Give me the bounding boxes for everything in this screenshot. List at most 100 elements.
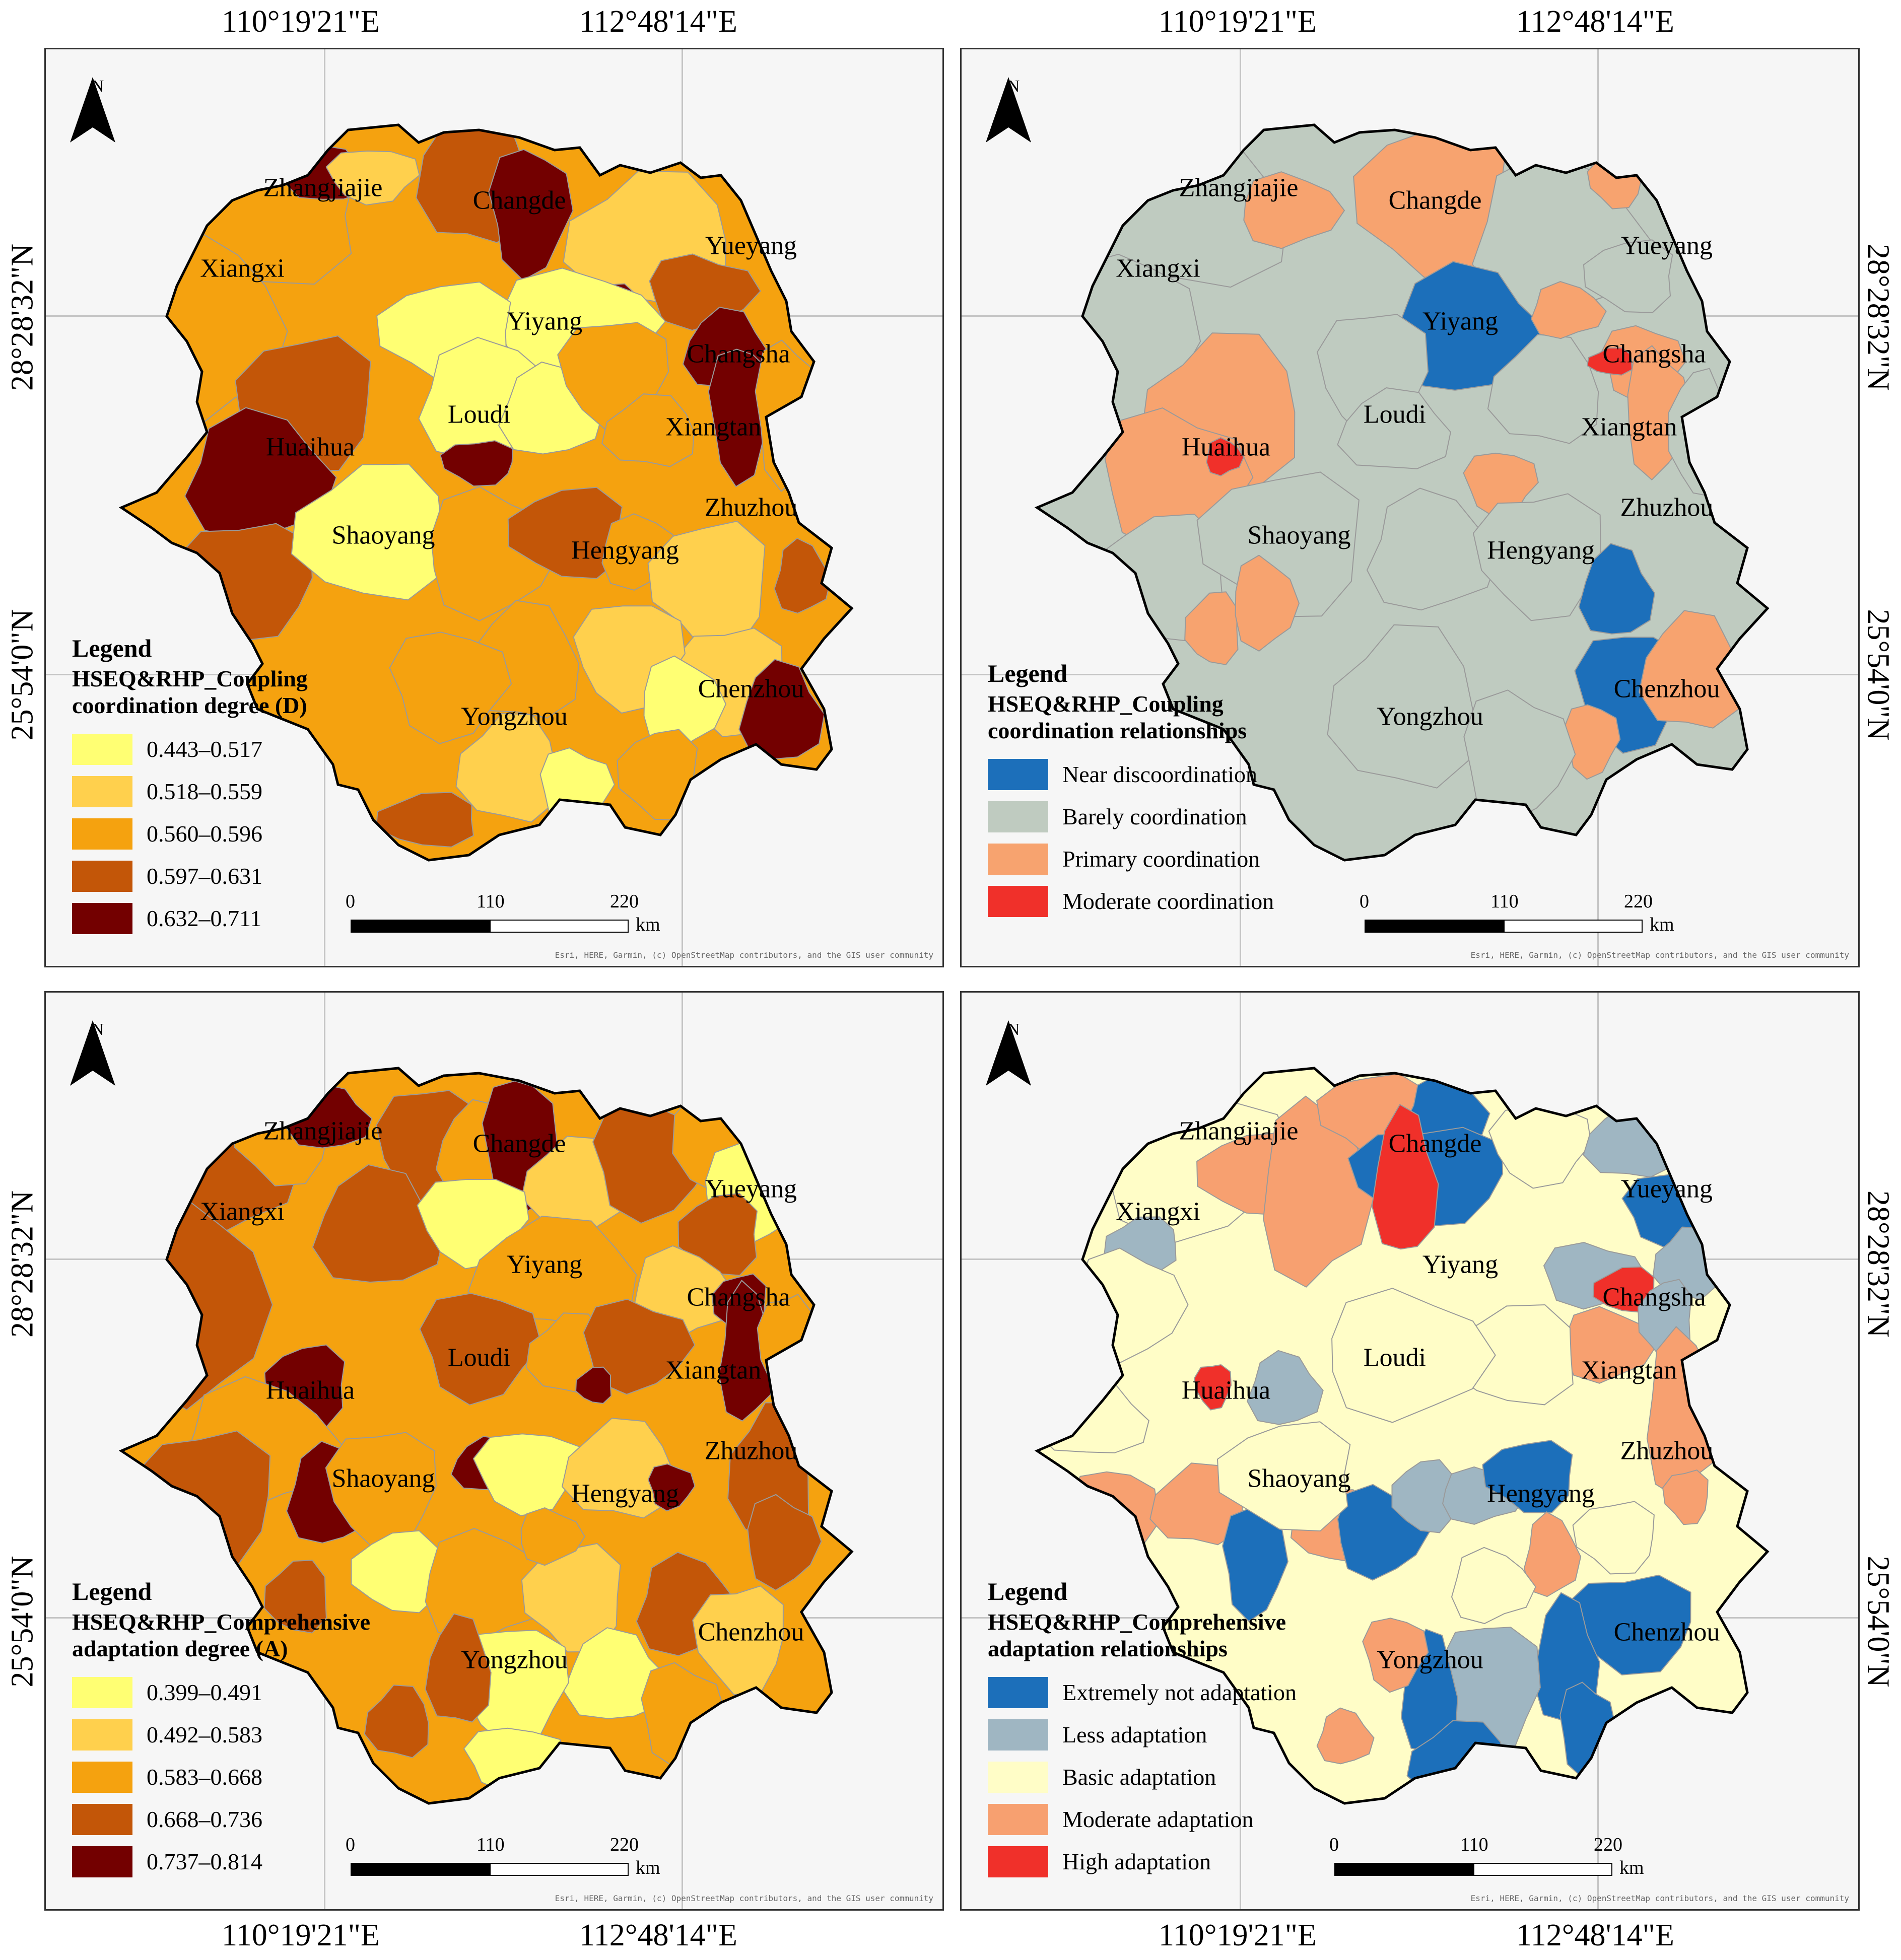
legend-items: Near discoordination Barely coordination P… [988,753,1274,923]
county-region [1482,1440,1573,1513]
lon-label-top-left: 110°19'21"E [222,5,380,39]
scale-tick-0: 0 [1360,891,1369,912]
city-label-shaoyang: Shaoyang [331,521,435,550]
city-label-xiangtan: Xiangtan [1581,412,1677,442]
legend-subtitle-1: HSEQ&RHP_Coupling [988,691,1224,717]
city-label-xiangxi: Xiangxi [200,254,285,283]
county-region [389,632,512,744]
legend-item: Moderate coordination [988,880,1274,923]
county-region [440,440,513,487]
county-region [325,150,420,206]
city-label-changde: Changde [1388,1129,1482,1158]
scale-tick-220: 220 [1624,891,1653,912]
county-region [1530,281,1607,339]
county-region [1523,1511,1582,1597]
legend-subtitle-1: HSEQ&RHP_Comprehensive [988,1609,1286,1635]
lat-label-right-top-2: 28°28'32"N [1861,1190,1895,1338]
county-region [677,1193,758,1276]
legend-label: 0.668–0.736 [147,1806,262,1833]
legend-item: High adaptation [988,1841,1297,1883]
city-label-shaoyang: Shaoyang [331,1464,435,1493]
legend-swatch [72,1761,132,1793]
county-region [718,1280,777,1422]
county-region [351,1530,439,1614]
city-label-yongzhou: Yongzhou [461,702,568,731]
city-label-zhuzhou: Zhuzhou [1620,1436,1714,1465]
city-label-changde: Changde [472,186,566,215]
city-label-loudi: Loudi [447,1343,511,1372]
legend-subtitle-2: coordination degree (D) [72,692,307,718]
lon-label-top-right-2: 112°48'14"E [1516,5,1674,39]
city-label-changde: Changde [472,1129,566,1158]
map-attribution: Esri, HERE, Garmin, (c) OpenStreetMap co… [1470,950,1849,960]
lat-label-left-top-2: 28°28'32"N [5,1190,40,1338]
province-boundary [118,123,854,862]
north-arrow: N [70,1020,125,1086]
city-label-zhangjiajie: Zhangjiajie [1179,173,1299,202]
legend-label: Less adaptation [1062,1722,1207,1748]
county-region [455,713,557,823]
city-label-hengyang: Hengyang [571,536,679,565]
county-region [583,1298,696,1395]
county-region [291,463,444,601]
north-arrow-icon [70,1020,115,1086]
city-label-hengyang: Hengyang [1487,1479,1595,1508]
city-label-zhangjiajie: Zhangjiajie [263,1116,383,1146]
city-label-huaihua: Huaihua [1181,1376,1271,1405]
city-label-loudi: Loudi [1363,1343,1427,1372]
city-label-huaihua: Huaihua [265,1376,355,1405]
legend-label: 0.583–0.668 [147,1764,262,1790]
north-arrow-icon [986,1020,1031,1086]
legend-label: Barely coordination [1062,804,1247,830]
scale-tick-110: 110 [477,891,505,912]
county-region [1487,334,1599,444]
county-region [1366,487,1500,611]
county-region [1587,347,1633,376]
hunan-map [118,1067,854,1805]
county-region [507,486,623,579]
city-label-yueyang: Yueyang [705,1174,797,1204]
legend-item: Basic adaptation [988,1756,1297,1798]
scale-tick-220: 220 [1594,1834,1622,1855]
scale-tick-0: 0 [346,1834,355,1855]
county-region [601,393,695,467]
legend-label: Moderate adaptation [1062,1806,1254,1833]
lon-label-bottom-left-2: 110°19'21"E [1159,1918,1317,1952]
legend-items: Extremely not adaptation Less adaptation B… [988,1671,1297,1883]
county-region [1235,554,1300,652]
legend-label: 0.492–0.583 [147,1722,262,1748]
north-arrow: N [986,1020,1041,1086]
city-label-zhuzhou: Zhuzhou [704,1436,798,1465]
city-label-changsha: Changsha [1602,1283,1706,1312]
legend-swatch [72,902,132,934]
scale-unit: km [636,914,660,935]
legend-items: 0.399–0.491 0.492–0.583 0.583–0.668 0.668–0… [72,1671,370,1883]
county-region [375,792,474,848]
county-region [738,659,825,759]
county-region [472,1433,586,1516]
city-label-xiangxi: Xiangxi [1116,1197,1200,1226]
legend-title: Legend [72,634,152,662]
county-region [1362,1618,1429,1693]
city-label-xiangtan: Xiangtan [1581,1356,1677,1385]
city-label-chenzhou: Chenzhou [1613,1618,1720,1647]
city-label-huaihua: Huaihua [265,433,355,462]
city-label-yueyang: Yueyang [705,231,797,260]
scale-tick-110: 110 [1460,1834,1488,1855]
map-attribution: Esri, HERE, Garmin, (c) OpenStreetMap co… [1470,1894,1849,1903]
legend-swatch [988,758,1048,790]
legend-label: Basic adaptation [1062,1764,1216,1790]
county-region [419,1293,542,1406]
legend-swatch [988,801,1048,832]
legend-swatch [988,843,1048,875]
legend-label: 0.597–0.631 [147,863,262,889]
city-label-yongzhou: Yongzhou [1377,1645,1483,1674]
map-legend: Legend HSEQ&RHP_Comprehensive adaptation… [988,1577,1297,1883]
legend-swatch [72,776,132,807]
legend-item: 0.597–0.631 [72,855,308,897]
county-region [1371,1103,1439,1250]
county-region [1583,239,1673,313]
north-arrow: N [986,77,1041,143]
legend-label: 0.560–0.596 [147,821,262,847]
lat-label-right-bottom-2: 25°54'0"N [1861,1556,1895,1688]
